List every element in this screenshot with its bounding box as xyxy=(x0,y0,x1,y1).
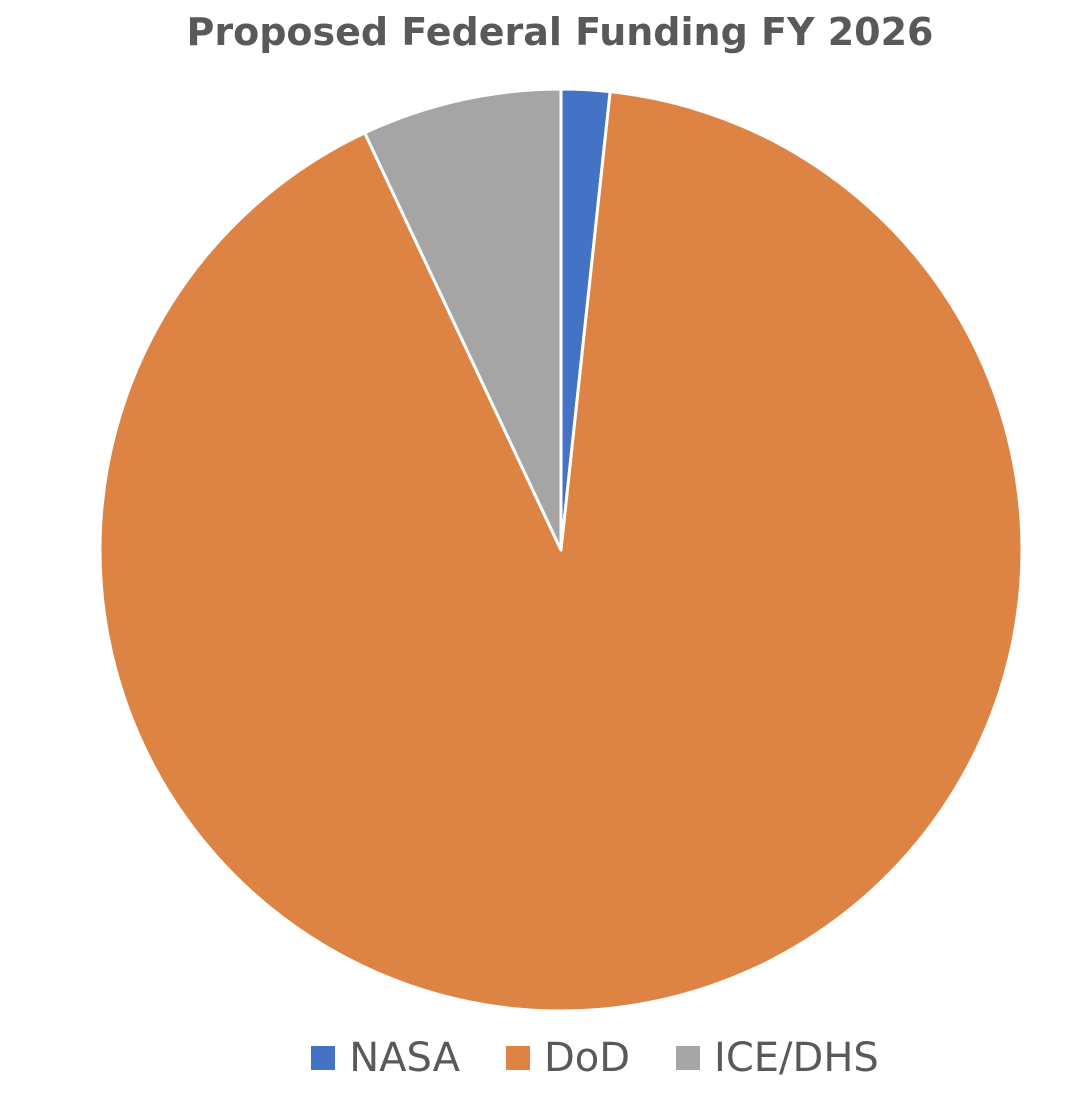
legend-item-ice-dhs: ICE/DHS xyxy=(676,1030,879,1086)
legend-item-nasa: NASA xyxy=(311,1030,460,1086)
chart-title: Proposed Federal Funding FY 2026 xyxy=(186,10,934,54)
legend-label-nasa: NASA xyxy=(349,1035,460,1081)
legend-swatch-dod xyxy=(505,1046,530,1070)
pie-slice-ice-dhs xyxy=(363,87,563,552)
legend-swatch-ice-dhs xyxy=(676,1046,701,1070)
legend-label-ice-dhs: ICE/DHS xyxy=(714,1035,879,1081)
legend-label-dod: DoD xyxy=(543,1035,631,1081)
legend-item-dod: DoD xyxy=(505,1030,631,1086)
legend: NASA DoD ICE/DHS xyxy=(0,1030,1068,1086)
legend-swatch-nasa xyxy=(311,1046,336,1070)
